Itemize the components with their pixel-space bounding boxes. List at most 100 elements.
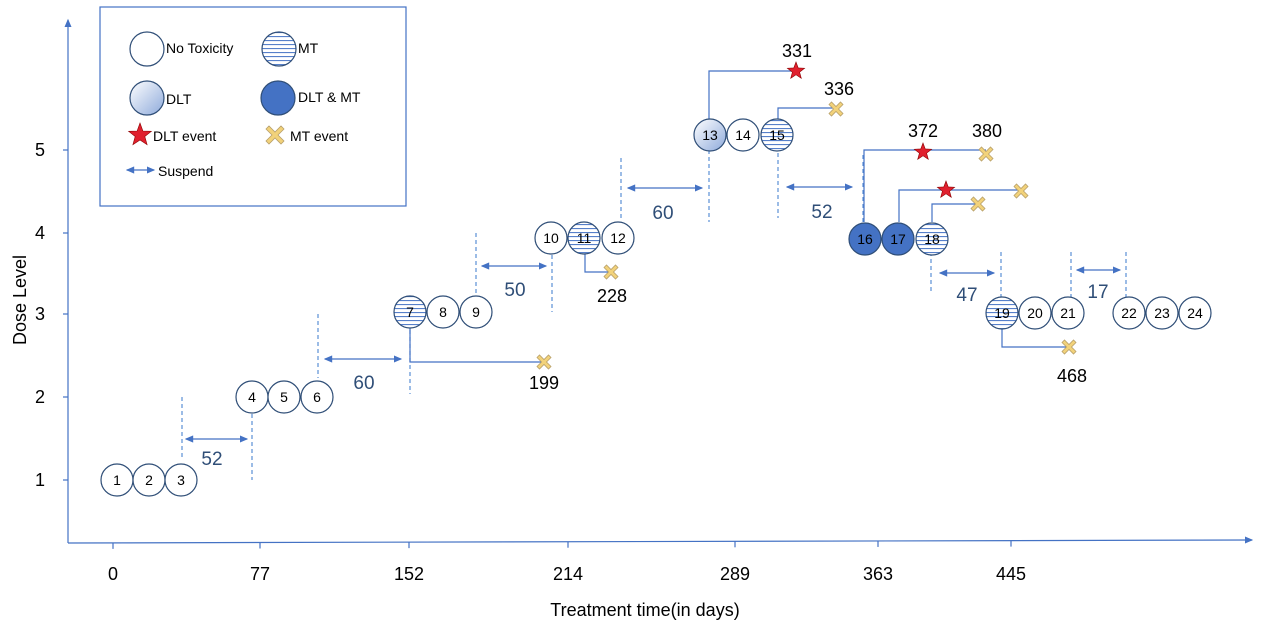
patient-8: 8: [426, 295, 460, 329]
dlt-event-star-icon: [936, 180, 956, 198]
patient-circle: [726, 118, 760, 152]
patient-number: 1: [113, 472, 121, 488]
event-day-label: 468: [1057, 366, 1087, 386]
x-axis-label: Treatment time(in days): [550, 600, 739, 620]
patient-circle: [267, 380, 301, 414]
patient-14: 14: [726, 118, 760, 152]
patient-number: 6: [313, 389, 321, 405]
patient-10: 10: [534, 221, 568, 255]
dlt-event-star-icon: [786, 61, 806, 79]
dlt-event-star-icon: [913, 142, 933, 160]
patient-1: 1: [100, 463, 134, 497]
legend-dlt-circle: [129, 80, 165, 116]
patient-5: 5: [267, 380, 301, 414]
patient-circle: [459, 295, 493, 329]
suspend-gap-label: 50: [504, 280, 525, 301]
patient-22: 22: [1112, 296, 1146, 330]
event-day-label: 228: [597, 286, 627, 306]
patient-4: 4: [235, 380, 269, 414]
x-tick-label: 0: [108, 564, 118, 584]
patient-circle: [1178, 296, 1212, 330]
legend-dlt-event-star-icon: [127, 122, 153, 146]
legend-dlt-event-label: DLT event: [153, 128, 216, 144]
patient-number: 21: [1060, 305, 1076, 321]
mt-event-cross-icon: [970, 196, 986, 212]
patient-2: 2: [132, 463, 166, 497]
mt-event-cross-icon: [603, 264, 619, 280]
suspend-gap-label: 47: [956, 285, 977, 306]
patient-circle: [1145, 296, 1179, 330]
mt-event-cross-icon: [978, 146, 994, 162]
patient-17: 17: [881, 222, 915, 256]
y-tick-label: 2: [35, 387, 45, 407]
event-day-label: 336: [824, 79, 854, 99]
patient-circle: [985, 296, 1019, 330]
y-tick-label: 1: [35, 470, 45, 490]
legend-no-toxicity-label: No Toxicity: [166, 40, 233, 56]
patient-number: 3: [177, 472, 185, 488]
patient-15: 15: [760, 118, 794, 152]
patient-12: 12: [601, 221, 635, 255]
patient-number: 4: [248, 389, 256, 405]
patient-number: 15: [769, 127, 785, 143]
event-day-label: 372: [908, 121, 938, 141]
patient-number: 2: [145, 472, 153, 488]
event-connectors: [409, 70, 1069, 363]
patient-circle: [567, 221, 601, 255]
patient-circle: [1112, 296, 1146, 330]
patient-20: 20: [1018, 296, 1052, 330]
legend-no-toxicity-circle: [129, 31, 165, 67]
y-tick-label: 4: [35, 223, 45, 243]
patient-number: 22: [1121, 305, 1137, 321]
y-tick-label: 5: [35, 140, 45, 160]
patient-6: 6: [300, 380, 334, 414]
patient-number: 11: [577, 230, 592, 246]
patient-number: 24: [1187, 305, 1203, 321]
patient-circle: [1051, 296, 1085, 330]
legend-mt-event-label: MT event: [290, 128, 348, 144]
patient-circle: [881, 222, 915, 256]
suspend-markers: [181, 150, 1127, 480]
patient-19: 19: [985, 296, 1019, 330]
suspend-gap-label: 52: [811, 202, 832, 223]
patient-circle: [760, 118, 794, 152]
patient-circle: [1018, 296, 1052, 330]
legend-mt-event-cross-icon: [265, 125, 285, 145]
patient-number: 20: [1027, 305, 1043, 321]
patient-number: 7: [406, 304, 414, 320]
patient-number: 9: [472, 304, 480, 320]
mt-event-cross-icon: [828, 101, 844, 117]
x-tick-label: 445: [996, 564, 1026, 584]
legend-mt-label: MT: [298, 40, 319, 56]
patient-number: 13: [702, 127, 718, 143]
mt-event-cross-icon: [1013, 183, 1029, 199]
patient-circle: [848, 222, 882, 256]
legend-suspend-label: Suspend: [158, 163, 213, 179]
patient-circle: [915, 222, 949, 256]
mt-event-cross-icon: [1061, 339, 1077, 355]
legend-mt-circle: [261, 31, 297, 67]
patient-circle: [601, 221, 635, 255]
patient-number: 10: [543, 230, 559, 246]
patient-circle: [164, 463, 198, 497]
legend-dlt-label: DLT: [166, 91, 192, 107]
x-tick-label: 289: [720, 564, 750, 584]
legend: No Toxicity MT DLT DLT & MT DLT event MT…: [99, 6, 407, 207]
patient-number: 12: [610, 230, 626, 246]
patient-11: 11: [567, 221, 601, 255]
patient-number: 16: [857, 231, 873, 247]
patient-number: 17: [890, 231, 906, 247]
patient-21: 21: [1051, 296, 1085, 330]
patient-23: 23: [1145, 296, 1179, 330]
mt-event-cross-icon: [536, 354, 552, 370]
y-tick-label: 3: [35, 304, 45, 324]
event-day-label: 380: [972, 121, 1002, 141]
patient-24: 24: [1178, 296, 1212, 330]
patient-circle: [393, 295, 427, 329]
x-tick-label: 214: [553, 564, 583, 584]
patient-circle: [693, 118, 727, 152]
patient-13: 13: [693, 118, 727, 152]
suspend-gap-label: 52: [201, 449, 222, 470]
x-tick-label: 363: [863, 564, 893, 584]
